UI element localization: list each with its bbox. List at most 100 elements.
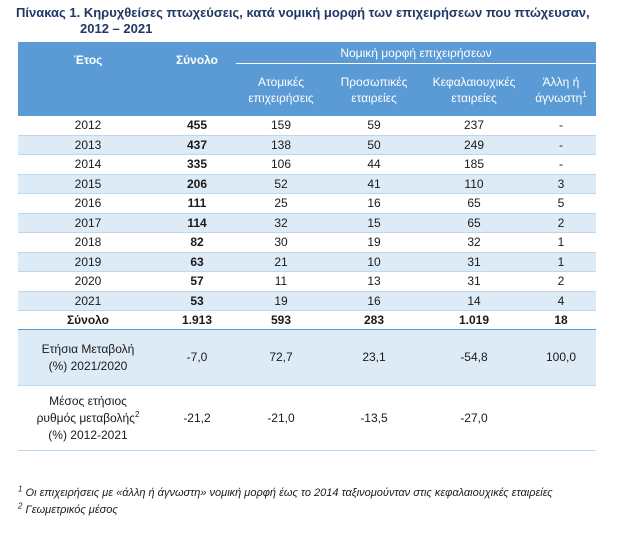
cell-capital: 237: [422, 116, 526, 136]
avg-rate-total: -21,2: [158, 385, 236, 451]
table-row: 2016 111 25 16 65 5: [18, 193, 596, 214]
header-legal-form-group: Νομική μορφή επιχειρήσεων: [236, 42, 596, 64]
cell-capital: 249: [422, 135, 526, 155]
cell-year: 2013: [18, 135, 158, 155]
cell-capital: 31: [422, 271, 526, 292]
cell-partnerships: 41: [326, 174, 422, 194]
cell-individual: 21: [236, 252, 326, 272]
cell-year: 2017: [18, 213, 158, 233]
cell-other: 2: [526, 271, 596, 292]
annual-change-other: 100,0: [526, 329, 596, 386]
cell-total: 53: [158, 291, 236, 311]
header-year: Έτος: [18, 42, 158, 116]
totals-total: 1.913: [158, 310, 236, 330]
cell-partnerships: 19: [326, 232, 422, 253]
cell-total: 111: [158, 193, 236, 214]
cell-total: 437: [158, 135, 236, 155]
cell-other: 5: [526, 193, 596, 214]
cell-total: 455: [158, 116, 236, 136]
cell-year: 2015: [18, 174, 158, 194]
cell-partnerships: 44: [326, 154, 422, 175]
table-row: 2012 455 159 59 237-: [18, 116, 596, 136]
footnotes: 1 Οι επιχειρήσεις με «άλλη ή άγνωστη» νο…: [18, 484, 608, 520]
cell-capital: 32: [422, 232, 526, 253]
totals-capital: 1.019: [422, 310, 526, 330]
footnote-1: 1 Οι επιχειρήσεις με «άλλη ή άγνωστη» νο…: [18, 484, 608, 500]
cell-other: 1: [526, 252, 596, 272]
annual-change-capital: -54,8: [422, 329, 526, 386]
cell-individual: 30: [236, 232, 326, 253]
cell-partnerships: 59: [326, 116, 422, 136]
cell-other: -: [526, 116, 596, 136]
avg-rate-label: Μέσος ετήσιος ρυθμός μεταβολής2 (%) 2012-2…: [18, 385, 158, 451]
annual-change-total: -7,0: [158, 329, 236, 386]
header-other-footnote-mark: 1: [582, 90, 587, 99]
annual-change-label-line2: (%) 2021/2020: [48, 358, 128, 373]
cell-partnerships: 16: [326, 291, 422, 311]
cell-other: 1: [526, 232, 596, 253]
avg-rate-label-line3: (%) 2012-2021: [48, 427, 128, 442]
cell-partnerships: 16: [326, 193, 422, 214]
cell-partnerships: 50: [326, 135, 422, 155]
annual-change-row: Ετήσια Μεταβολή (%) 2021/2020 -7,0 72,7 2…: [18, 329, 596, 386]
table-row: 2014 335 106 44 185-: [18, 154, 596, 175]
table-row: 2020 57 11 13 31 2: [18, 271, 596, 292]
annual-change-individual: 72,7: [236, 329, 326, 386]
cell-individual: 159: [236, 116, 326, 136]
cell-capital: 65: [422, 213, 526, 233]
header-individual: Ατομικές επιχειρήσεις: [236, 63, 326, 116]
header-partnerships: Προσωπικές εταιρείες: [326, 63, 422, 116]
table-row: 2013 437 138 50 249-: [18, 135, 596, 155]
table-header: Έτος Σύνολο Νομική μορφή επιχειρήσεων Ατ…: [18, 42, 596, 116]
cell-partnerships: 13: [326, 271, 422, 292]
cell-other: -: [526, 154, 596, 175]
footnote-2: 2 Γεωμετρικός μέσος: [18, 501, 608, 517]
table-row: 2021 53 19 16 14 4: [18, 291, 596, 311]
table-title: Πίνακας 1. Κηρυχθείσες πτωχεύσεις, κατά …: [16, 5, 611, 37]
cell-year: 2019: [18, 252, 158, 272]
table-row: 2017 114 32 15 65 2: [18, 213, 596, 233]
cell-individual: 138: [236, 135, 326, 155]
cell-year: 2018: [18, 232, 158, 253]
table-row: 2015 206 52 41 110 3: [18, 174, 596, 194]
cell-year: 2016: [18, 193, 158, 214]
cell-other: 2: [526, 213, 596, 233]
footnote-1-mark: 1: [18, 484, 23, 494]
avg-rate-other: [526, 385, 596, 451]
cell-capital: 14: [422, 291, 526, 311]
table-title-line2: 2012 – 2021: [80, 21, 153, 36]
avg-rate-partnerships: -13,5: [326, 385, 422, 451]
cell-individual: 32: [236, 213, 326, 233]
cell-year: 2014: [18, 154, 158, 175]
header-total: Σύνολο: [158, 42, 236, 116]
annual-change-label-line1: Ετήσια Μεταβολή: [41, 341, 135, 356]
cell-other: 3: [526, 174, 596, 194]
totals-label: Σύνολο: [18, 310, 158, 330]
cell-capital: 185: [422, 154, 526, 175]
cell-total: 57: [158, 271, 236, 292]
cell-total: 82: [158, 232, 236, 253]
cell-individual: 52: [236, 174, 326, 194]
cell-other: 4: [526, 291, 596, 311]
cell-capital: 110: [422, 174, 526, 194]
cell-capital: 65: [422, 193, 526, 214]
table-row: 2018 82 30 19 32 1: [18, 232, 596, 253]
avg-rate-footnote-mark: 2: [134, 409, 140, 419]
cell-partnerships: 10: [326, 252, 422, 272]
cell-total: 335: [158, 154, 236, 175]
cell-partnerships: 15: [326, 213, 422, 233]
table-body: 2012 455 159 59 237-2013 437 138 50 249-2014 335 1…: [18, 116, 596, 451]
cell-individual: 106: [236, 154, 326, 175]
annual-change-label: Ετήσια Μεταβολή (%) 2021/2020: [18, 329, 158, 386]
avg-rate-individual: -21,0: [236, 385, 326, 451]
totals-row: Σύνολο 1.913 593 283 1.019 18: [18, 310, 596, 330]
header-other: Άλλη ή άγνωστη1: [526, 63, 596, 116]
cell-year: 2012: [18, 116, 158, 136]
annual-change-partnerships: 23,1: [326, 329, 422, 386]
footnote-2-text: Γεωμετρικός μέσος: [22, 504, 118, 516]
footnote-2-mark: 2: [18, 501, 23, 511]
totals-individual: 593: [236, 310, 326, 330]
avg-rate-row: Μέσος ετήσιος ρυθμός μεταβολής2 (%) 2012-2…: [18, 385, 596, 451]
header-other-label: Άλλη ή άγνωστη: [535, 75, 583, 105]
avg-rate-label-line1: Μέσος ετήσιος: [49, 393, 127, 408]
